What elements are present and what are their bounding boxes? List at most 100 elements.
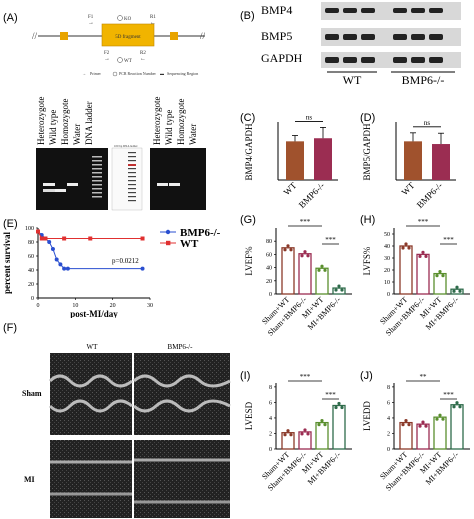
lane-label: Heterozygote bbox=[36, 97, 46, 145]
data-point bbox=[283, 433, 287, 437]
bar bbox=[298, 431, 312, 450]
data-point bbox=[337, 401, 341, 406]
sig-label: *** bbox=[325, 236, 336, 244]
lane-label: Heterozygote bbox=[152, 97, 162, 145]
y-tick-label: 0 bbox=[269, 292, 272, 298]
legend-label: WT bbox=[180, 238, 199, 250]
bar bbox=[315, 421, 329, 450]
panel-f-echo: WT BMP6-/- Sham MI bbox=[22, 343, 231, 518]
bar bbox=[399, 421, 413, 450]
data-point bbox=[323, 423, 327, 427]
sig-label: *** bbox=[418, 218, 429, 226]
ladder-title: 100 bp DNA ladder bbox=[114, 144, 138, 148]
dna-ladder-reference bbox=[111, 147, 143, 211]
echo-mi-bmp6 bbox=[134, 440, 230, 518]
panel-b-western-blot: BMP4 BMP5 GAPDH WT BMP6-/- bbox=[261, 2, 461, 87]
y-tick-label: 40 bbox=[384, 244, 390, 250]
p-value-annotation: p=0.0212 bbox=[112, 257, 139, 265]
data-point bbox=[317, 423, 321, 427]
data-point bbox=[404, 242, 408, 246]
data-point bbox=[401, 423, 405, 427]
bar bbox=[314, 138, 332, 180]
primer-r1: R1 bbox=[150, 15, 156, 20]
gel-2 bbox=[150, 148, 206, 210]
data-point bbox=[455, 401, 459, 405]
panel-a-figure: // // 5D fragment F1 → KO R1 ← F2 → WT R… bbox=[32, 15, 206, 215]
y-tick-label: 100 bbox=[25, 226, 34, 232]
data-point bbox=[337, 284, 341, 288]
gel1-lane-labels: Heterozygote Wild type Homozygote Water … bbox=[36, 97, 94, 145]
x-axis-label: post-MI/day bbox=[70, 309, 118, 318]
bar bbox=[416, 423, 430, 450]
echo-sham-wt bbox=[50, 353, 132, 435]
x-tick-label: 20 bbox=[110, 303, 116, 309]
series-point bbox=[47, 240, 52, 244]
data-point bbox=[418, 254, 422, 258]
lvef-bar-chart: LVEF%020406080Sham+WTSham+BMP6-/-MI+WTMI… bbox=[244, 218, 352, 338]
lane-label: Wild type bbox=[48, 110, 58, 145]
y-tick-label: 6 bbox=[387, 400, 390, 406]
panel-label-b: (B) bbox=[240, 10, 255, 22]
echo-sham-bmp6 bbox=[134, 353, 230, 435]
data-point bbox=[340, 288, 344, 292]
x-tick-label: 30 bbox=[147, 303, 153, 309]
y-tick-label: 60 bbox=[28, 254, 34, 260]
series-point bbox=[65, 266, 70, 271]
gel-number-2: 2 bbox=[176, 214, 181, 215]
data-point bbox=[441, 274, 445, 278]
y-tick-label: 60 bbox=[266, 252, 272, 258]
series-point bbox=[39, 236, 44, 241]
sig-label: ns bbox=[306, 113, 313, 121]
y-tick-label: 40 bbox=[266, 266, 272, 272]
y-tick-label: 50 bbox=[384, 232, 390, 238]
data-point bbox=[441, 417, 445, 421]
data-point bbox=[424, 424, 428, 428]
survival-chart: 0 20 40 60 80 100 0 10 20 30 percent survival post-… bbox=[2, 226, 221, 318]
data-point bbox=[306, 254, 310, 258]
y-axis-label: BMP4/GAPDH bbox=[244, 123, 254, 181]
series-point bbox=[54, 257, 59, 262]
lane-label: Wild type bbox=[164, 110, 174, 145]
data-point bbox=[404, 419, 408, 423]
echo-row-label: Sham bbox=[22, 389, 42, 398]
sig-label: *** bbox=[325, 391, 336, 399]
data-point bbox=[289, 248, 293, 252]
panel-label-j: (J) bbox=[360, 370, 373, 382]
svg-text:←: ← bbox=[140, 56, 146, 62]
lane-label: Homozygote bbox=[60, 99, 70, 146]
lane-label: Water bbox=[188, 124, 198, 145]
data-point bbox=[424, 254, 428, 258]
legend-seq: Sequencing Region bbox=[167, 71, 198, 76]
bar bbox=[399, 245, 413, 295]
echo-col-label: BMP6-/- bbox=[168, 343, 194, 351]
y-axis-label: LVESD bbox=[244, 401, 254, 430]
panel-label-g: (G) bbox=[240, 214, 256, 226]
gel2-lane-labels: Heterozygote Wild type Homozygote Water bbox=[152, 97, 198, 145]
lvesd-bar-chart: LVESD02468Sham+WTSham+BMP6-/-MI+WTMI+BMP… bbox=[244, 373, 352, 493]
svg-text:←: ← bbox=[150, 20, 156, 26]
data-point bbox=[334, 405, 338, 410]
svg-text:→: → bbox=[104, 56, 110, 62]
gene-construct-diagram: // // 5D fragment F1 → KO R1 ← F2 → WT R… bbox=[32, 15, 206, 77]
legend-pcr: PCR Reaction Number bbox=[119, 71, 157, 76]
series-point bbox=[62, 236, 67, 241]
y-tick-label: 8 bbox=[269, 385, 272, 391]
series-point bbox=[50, 247, 55, 251]
panel-label-c: (C) bbox=[240, 112, 256, 124]
data-point bbox=[407, 246, 411, 250]
y-axis-label: BMP5/GAPDH bbox=[362, 123, 372, 181]
bar bbox=[432, 144, 450, 180]
bar bbox=[332, 287, 346, 295]
y-tick-label: 20 bbox=[28, 282, 34, 288]
y-tick-label: 4 bbox=[269, 416, 272, 422]
data-point bbox=[303, 250, 307, 254]
series-point bbox=[43, 236, 48, 241]
series-point bbox=[58, 262, 63, 267]
x-tick-label: WT bbox=[399, 180, 416, 197]
x-tick-label: WT bbox=[281, 180, 298, 197]
data-point bbox=[320, 264, 324, 268]
data-point bbox=[438, 270, 442, 274]
panel-label-f: (F) bbox=[3, 322, 18, 334]
